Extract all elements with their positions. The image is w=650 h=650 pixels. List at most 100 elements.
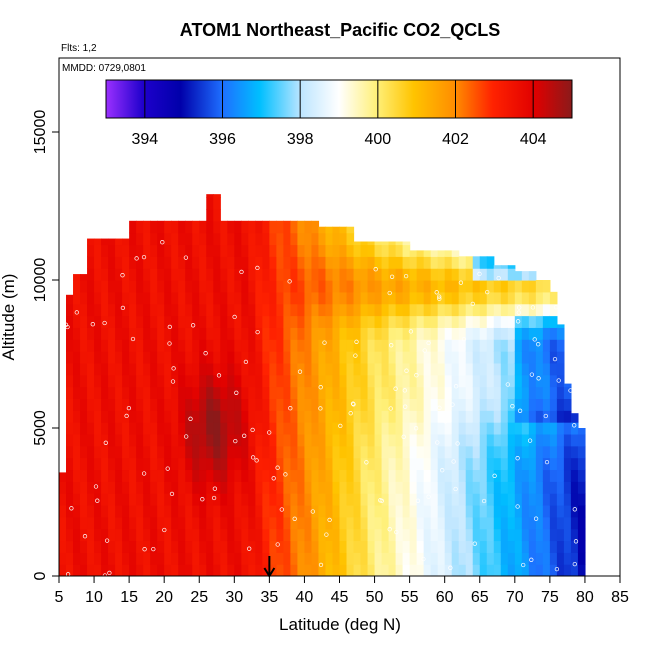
- y-tick-label: 0: [32, 571, 49, 580]
- sample-point: [470, 301, 475, 307]
- heatmap-cell: [458, 552, 467, 565]
- heatmap-cell: [360, 433, 369, 447]
- heatmap-cell: [241, 493, 249, 506]
- heatmap-cell: [507, 445, 516, 459]
- heatmap-cell: [479, 564, 488, 576]
- sample-point: [170, 379, 176, 384]
- heatmap-cell: [122, 238, 130, 246]
- heatmap-cell: [143, 351, 151, 364]
- heatmap-cell: [563, 433, 572, 447]
- heatmap-cell: [472, 374, 481, 388]
- heatmap-cell: [143, 303, 151, 317]
- heatmap-cell: [122, 552, 130, 565]
- heatmap-cell: [339, 374, 348, 388]
- heatmap-cell: [409, 256, 418, 269]
- heatmap-cell: [59, 493, 67, 506]
- heatmap-cell: [122, 469, 130, 482]
- heatmap-cell: [500, 386, 509, 399]
- heatmap-cell: [108, 457, 116, 471]
- heatmap-cell: [150, 386, 158, 399]
- heatmap-cell: [129, 315, 137, 328]
- heatmap-cell: [346, 564, 355, 576]
- heatmap-cell: [416, 564, 425, 576]
- heatmap-cell: [192, 445, 200, 459]
- heatmap-cell: [444, 374, 453, 388]
- heatmap-cell: [339, 268, 348, 281]
- sample-point: [553, 305, 559, 310]
- heatmap-cell: [227, 374, 235, 388]
- heatmap-cell: [136, 244, 144, 257]
- sample-point: [455, 441, 460, 446]
- heatmap-cell: [129, 422, 137, 435]
- heatmap-cell: [507, 268, 516, 281]
- heatmap-cell: [577, 428, 586, 435]
- heatmap-cell: [437, 422, 446, 435]
- heatmap-cell: [94, 351, 102, 364]
- heatmap-cell: [514, 528, 523, 542]
- heatmap-cell: [353, 469, 362, 482]
- heatmap-cell: [248, 552, 256, 565]
- heatmap-cell: [311, 481, 320, 494]
- heatmap-cell: [220, 280, 228, 293]
- heatmap-cell: [451, 268, 460, 281]
- heatmap-cell: [367, 528, 376, 542]
- sample-point: [287, 279, 292, 284]
- heatmap-cell: [171, 540, 179, 553]
- mmdd-label: MMDD: 0729,0801: [62, 63, 146, 74]
- heatmap-cell: [430, 516, 439, 530]
- heatmap-cell: [241, 516, 249, 530]
- heatmap-cell: [458, 386, 467, 399]
- heatmap-cell: [213, 564, 221, 576]
- heatmap-cell: [206, 422, 214, 435]
- heatmap-cell: [528, 493, 537, 506]
- sample-point: [233, 438, 238, 444]
- heatmap-cell: [73, 303, 81, 317]
- heatmap-cell: [521, 374, 530, 388]
- heatmap-cell: [199, 422, 207, 435]
- heatmap-cell: [206, 564, 214, 576]
- heatmap-cell: [192, 410, 200, 423]
- heatmap-cell: [451, 528, 460, 542]
- x-tick-label: 30: [225, 589, 243, 606]
- heatmap-cell: [241, 303, 249, 317]
- sample-point: [120, 305, 126, 311]
- heatmap-cell: [178, 552, 186, 565]
- heatmap-cell: [542, 291, 551, 305]
- sample-point: [404, 368, 409, 373]
- heatmap-cell: [297, 398, 306, 411]
- heatmap-cell: [283, 303, 292, 317]
- heatmap-cell: [535, 351, 544, 364]
- heatmap-cell: [311, 504, 320, 518]
- heatmap-cell: [521, 433, 530, 447]
- sample-point: [426, 494, 431, 499]
- heatmap-cell: [325, 226, 334, 234]
- heatmap-cell: [535, 540, 544, 553]
- heatmap-cell: [178, 481, 186, 494]
- heatmap-cell: [143, 280, 151, 293]
- heatmap-cell: [185, 398, 193, 411]
- heatmap-cell: [164, 303, 172, 317]
- x-tick-label: 10: [85, 589, 103, 606]
- heatmap-cell: [115, 422, 123, 435]
- heatmap-cell: [444, 540, 453, 553]
- x-axis-label: Latitude (deg N): [279, 615, 401, 634]
- heatmap-cell: [451, 362, 460, 376]
- heatmap-cell: [472, 469, 481, 482]
- heatmap-cell: [542, 493, 551, 506]
- heatmap-cell: [304, 422, 313, 435]
- heatmap-cell: [367, 552, 376, 565]
- heatmap-cell: [87, 410, 95, 423]
- sample-point: [426, 340, 431, 346]
- heatmap-cell: [206, 516, 214, 530]
- heatmap-cell: [136, 481, 144, 494]
- heatmap-cell: [528, 351, 537, 364]
- heatmap-cell: [66, 303, 74, 317]
- heatmap-cell: [241, 422, 249, 435]
- heatmap-cell: [423, 457, 432, 471]
- heatmap-cell: [122, 493, 130, 506]
- heatmap-cell: [122, 362, 130, 376]
- heatmap-cell: [465, 291, 474, 305]
- heatmap-cell: [437, 291, 446, 305]
- heatmap-cell: [297, 386, 306, 399]
- heatmap-cell: [185, 280, 193, 293]
